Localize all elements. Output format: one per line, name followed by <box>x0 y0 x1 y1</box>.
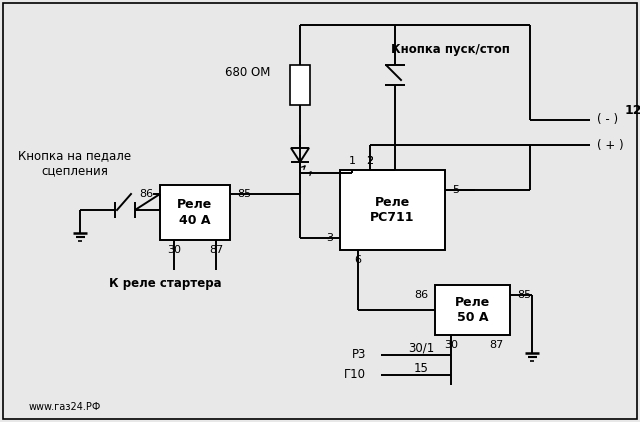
Text: 87: 87 <box>489 340 503 350</box>
Text: 87: 87 <box>209 245 223 255</box>
Text: 5: 5 <box>452 185 459 195</box>
Text: 3: 3 <box>326 233 333 243</box>
Text: К реле стартера: К реле стартера <box>109 278 221 290</box>
Text: 30: 30 <box>444 340 458 350</box>
Text: Кнопка пуск/стоп: Кнопка пуск/стоп <box>390 43 509 57</box>
Text: Г10: Г10 <box>344 368 366 381</box>
Bar <box>290 65 310 105</box>
Text: Реле
40 А: Реле 40 А <box>177 198 212 227</box>
Text: ( + ): ( + ) <box>597 138 623 151</box>
Text: ( - ): ( - ) <box>597 114 618 127</box>
Text: 85: 85 <box>517 290 531 300</box>
Bar <box>340 170 445 250</box>
Text: 30: 30 <box>167 245 181 255</box>
Text: Кнопка на педале
сцепления: Кнопка на педале сцепления <box>19 149 132 177</box>
Text: 30/1: 30/1 <box>408 341 434 354</box>
Text: 1: 1 <box>349 156 355 166</box>
Text: 680 ОМ: 680 ОМ <box>225 67 270 79</box>
Text: 2: 2 <box>367 156 374 166</box>
Text: 86: 86 <box>139 189 153 199</box>
Bar <box>435 285 510 335</box>
Text: 86: 86 <box>414 290 428 300</box>
Text: 85: 85 <box>237 189 251 199</box>
Bar <box>160 185 230 240</box>
Text: 15: 15 <box>413 362 428 374</box>
Text: www.газ24.РФ: www.газ24.РФ <box>29 402 101 412</box>
Text: Реле
50 А: Реле 50 А <box>455 296 490 324</box>
Text: 2: 2 <box>367 156 374 166</box>
Text: Реле
РС711: Реле РС711 <box>371 196 415 224</box>
Text: 6: 6 <box>355 255 362 265</box>
Text: Р3: Р3 <box>351 349 366 362</box>
Text: 12V: 12V <box>625 103 640 116</box>
